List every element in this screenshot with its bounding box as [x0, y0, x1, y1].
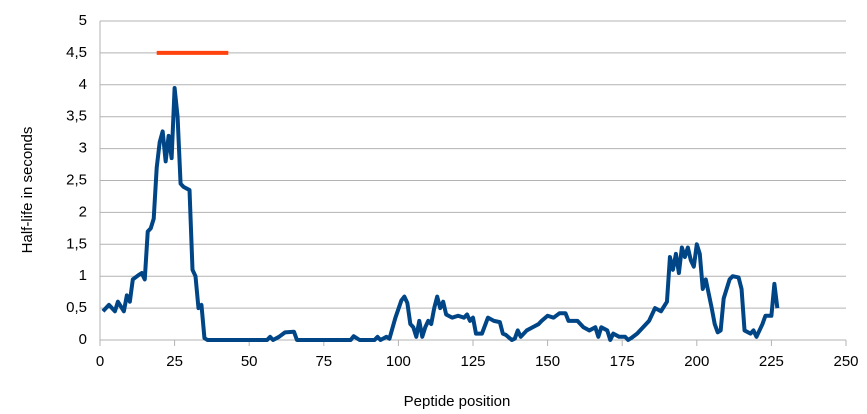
- y-tick-label: 2: [79, 203, 87, 220]
- x-tick-label: 200: [684, 353, 709, 370]
- y-axis-title: Half-life in seconds: [19, 127, 36, 254]
- y-tick-label: 3,5: [66, 108, 87, 125]
- y-tick-label: 5: [79, 12, 87, 29]
- x-tick-label: 75: [315, 353, 332, 370]
- x-tick-label: 50: [241, 353, 258, 370]
- y-tick-label: 0: [79, 331, 87, 348]
- x-tick-label: 100: [386, 353, 411, 370]
- y-tick-label: 1,5: [66, 235, 87, 252]
- y-tick-label: 0,5: [66, 299, 87, 316]
- x-tick-label: 250: [833, 353, 858, 370]
- x-tick-label: 125: [460, 353, 485, 370]
- y-tick-label: 1: [79, 267, 87, 284]
- x-tick-label: 150: [535, 353, 560, 370]
- y-tick-label: 4: [79, 76, 87, 93]
- x-tick-label: 175: [610, 353, 635, 370]
- x-tick-label: 25: [166, 353, 183, 370]
- y-tick-label: 2,5: [66, 171, 87, 188]
- line-series: [101, 85, 780, 342]
- x-tick-label: 225: [759, 353, 784, 370]
- x-tick-label: 0: [96, 353, 104, 370]
- x-axis-title: Peptide position: [404, 393, 511, 410]
- y-tick-label: 3: [79, 140, 87, 157]
- y-tick-label: 4,5: [66, 44, 87, 61]
